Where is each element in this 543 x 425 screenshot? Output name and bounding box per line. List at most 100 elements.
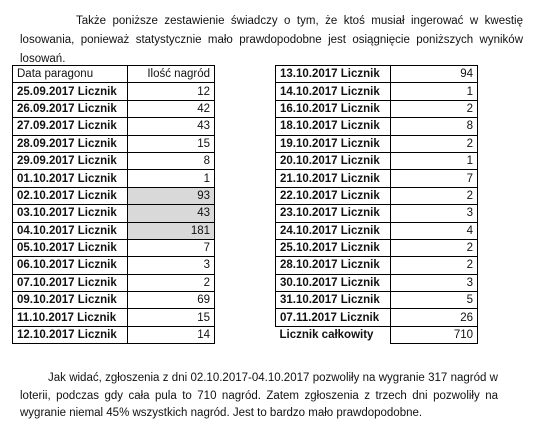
row: 18.10.2017 Licznik 8 bbox=[275, 117, 478, 136]
date-cell: 25.10.2017 Licznik bbox=[275, 238, 391, 258]
row: 28.10.2017 Licznik 2 bbox=[275, 256, 478, 275]
count-cell: 8 bbox=[127, 151, 215, 171]
row: 27.09.2017 Licznik 43 bbox=[12, 117, 215, 136]
count-cell: 26 bbox=[390, 308, 478, 327]
row: 20.10.2017 Licznik 1 bbox=[275, 151, 478, 171]
row: 25.09.2017 Licznik 12 bbox=[12, 82, 215, 101]
date-cell: 20.10.2017 Licznik bbox=[275, 151, 391, 171]
count-cell: 2 bbox=[390, 186, 478, 206]
count-cell: 710 bbox=[390, 325, 478, 345]
count-cell: 181 bbox=[127, 221, 215, 240]
date-cell: 09.10.2017 Licznik bbox=[12, 291, 128, 310]
row: 02.10.2017 Licznik 93 bbox=[12, 186, 215, 206]
row: 16.10.2017 Licznik 2 bbox=[275, 99, 478, 119]
count-cell: 2 bbox=[390, 256, 478, 275]
row: 07.11.2017 Licznik 26 bbox=[275, 308, 478, 327]
row: 03.10.2017 Licznik 43 bbox=[12, 204, 215, 223]
row: 26.09.2017 Licznik 42 bbox=[12, 99, 215, 119]
row: 24.10.2017 Licznik 4 bbox=[275, 221, 478, 240]
count-cell: 94 bbox=[390, 64, 478, 84]
table-right: 13.10.2017 Licznik 94 14.10.2017 Licznik 1 1… bbox=[275, 64, 478, 345]
count-cell: 2 bbox=[390, 134, 478, 153]
row: 07.10.2017 Licznik 2 bbox=[12, 273, 215, 293]
header-cell: Ilość nagród bbox=[127, 64, 215, 84]
count-cell: 42 bbox=[127, 99, 215, 119]
row: 09.10.2017 Licznik 69 bbox=[12, 291, 215, 310]
row: 29.09.2017 Licznik 8 bbox=[12, 151, 215, 171]
count-cell: 3 bbox=[390, 204, 478, 223]
date-cell: 28.10.2017 Licznik bbox=[275, 256, 391, 275]
count-cell: 3 bbox=[127, 256, 215, 275]
row: 21.10.2017 Licznik 7 bbox=[275, 169, 478, 188]
date-cell: 07.10.2017 Licznik bbox=[12, 273, 128, 293]
date-cell: 24.10.2017 Licznik bbox=[275, 221, 391, 240]
date-cell: 26.09.2017 Licznik bbox=[12, 99, 128, 119]
date-cell: 22.10.2017 Licznik bbox=[275, 186, 391, 206]
date-cell: 14.10.2017 Licznik bbox=[275, 82, 391, 101]
date-cell: 18.10.2017 Licznik bbox=[275, 117, 391, 136]
conclusion-paragraph: Jak widać, zgłoszenia z dni 02.10.2017-0… bbox=[20, 372, 498, 419]
date-cell: 05.10.2017 Licznik bbox=[12, 238, 128, 258]
header-row: Data paragonu Ilość nagród bbox=[12, 64, 215, 84]
count-cell: 43 bbox=[127, 117, 215, 136]
date-cell: 19.10.2017 Licznik bbox=[275, 134, 391, 153]
date-cell: 23.10.2017 Licznik bbox=[275, 204, 391, 223]
row: 01.10.2017 Licznik 1 bbox=[12, 169, 215, 188]
date-cell: 01.10.2017 Licznik bbox=[12, 169, 128, 188]
row: 11.10.2017 Licznik 15 bbox=[12, 308, 215, 327]
row: 23.10.2017 Licznik 3 bbox=[275, 204, 478, 223]
date-cell: 27.09.2017 Licznik bbox=[12, 117, 128, 136]
date-cell: 12.10.2017 Licznik bbox=[12, 325, 128, 345]
date-cell: 21.10.2017 Licznik bbox=[275, 169, 391, 188]
row: Licznik całkowity 710 bbox=[275, 325, 478, 345]
count-cell: 15 bbox=[127, 134, 215, 153]
date-cell: 07.11.2017 Licznik bbox=[275, 308, 391, 327]
count-cell: 8 bbox=[390, 117, 478, 136]
count-cell: 43 bbox=[127, 204, 215, 223]
row: 13.10.2017 Licznik 94 bbox=[275, 64, 478, 84]
row: 31.10.2017 Licznik 5 bbox=[275, 291, 478, 310]
date-cell: 11.10.2017 Licznik bbox=[12, 308, 128, 327]
intro-paragraph: Także poniższe zestawienie świadczy o ty… bbox=[20, 15, 523, 65]
row: 06.10.2017 Licznik 3 bbox=[12, 256, 215, 275]
count-cell: 93 bbox=[127, 186, 215, 206]
count-cell: 7 bbox=[127, 238, 215, 258]
row: 12.10.2017 Licznik 14 bbox=[12, 325, 215, 345]
row: 30.10.2017 Licznik 3 bbox=[275, 273, 478, 293]
date-cell: 31.10.2017 Licznik bbox=[275, 291, 391, 310]
date-cell: 13.10.2017 Licznik bbox=[275, 64, 391, 84]
count-cell: 12 bbox=[127, 82, 215, 101]
date-cell: 16.10.2017 Licznik bbox=[275, 99, 391, 119]
count-cell: 4 bbox=[390, 221, 478, 240]
row: 05.10.2017 Licznik 7 bbox=[12, 238, 215, 258]
count-cell: 2 bbox=[390, 238, 478, 258]
date-cell: 25.09.2017 Licznik bbox=[12, 82, 128, 101]
row: 19.10.2017 Licznik 2 bbox=[275, 134, 478, 153]
date-cell: Licznik całkowity bbox=[275, 325, 391, 344]
count-cell: 5 bbox=[390, 291, 478, 310]
count-cell: 1 bbox=[390, 151, 478, 171]
row: 14.10.2017 Licznik 1 bbox=[275, 82, 478, 101]
count-cell: 69 bbox=[127, 291, 215, 310]
header-cell: Data paragonu bbox=[12, 64, 128, 84]
count-cell: 2 bbox=[127, 273, 215, 293]
date-cell: 03.10.2017 Licznik bbox=[12, 204, 128, 223]
row: 04.10.2017 Licznik 181 bbox=[12, 221, 215, 240]
date-cell: 28.09.2017 Licznik bbox=[12, 134, 128, 153]
count-cell: 15 bbox=[127, 308, 215, 327]
date-cell: 30.10.2017 Licznik bbox=[275, 273, 391, 293]
count-cell: 14 bbox=[127, 325, 215, 345]
row: 22.10.2017 Licznik 2 bbox=[275, 186, 478, 206]
count-cell: 3 bbox=[390, 273, 478, 293]
row: 25.10.2017 Licznik 2 bbox=[275, 238, 478, 258]
date-cell: 06.10.2017 Licznik bbox=[12, 256, 128, 275]
date-cell: 29.09.2017 Licznik bbox=[12, 151, 128, 171]
count-cell: 7 bbox=[390, 169, 478, 188]
row: 28.09.2017 Licznik 15 bbox=[12, 134, 215, 153]
count-cell: 1 bbox=[390, 82, 478, 101]
table-left: Data paragonu Ilość nagród 25.09.2017 Licz… bbox=[12, 64, 215, 345]
date-cell: 04.10.2017 Licznik bbox=[12, 221, 128, 240]
count-cell: 1 bbox=[127, 169, 215, 188]
count-cell: 2 bbox=[390, 99, 478, 119]
